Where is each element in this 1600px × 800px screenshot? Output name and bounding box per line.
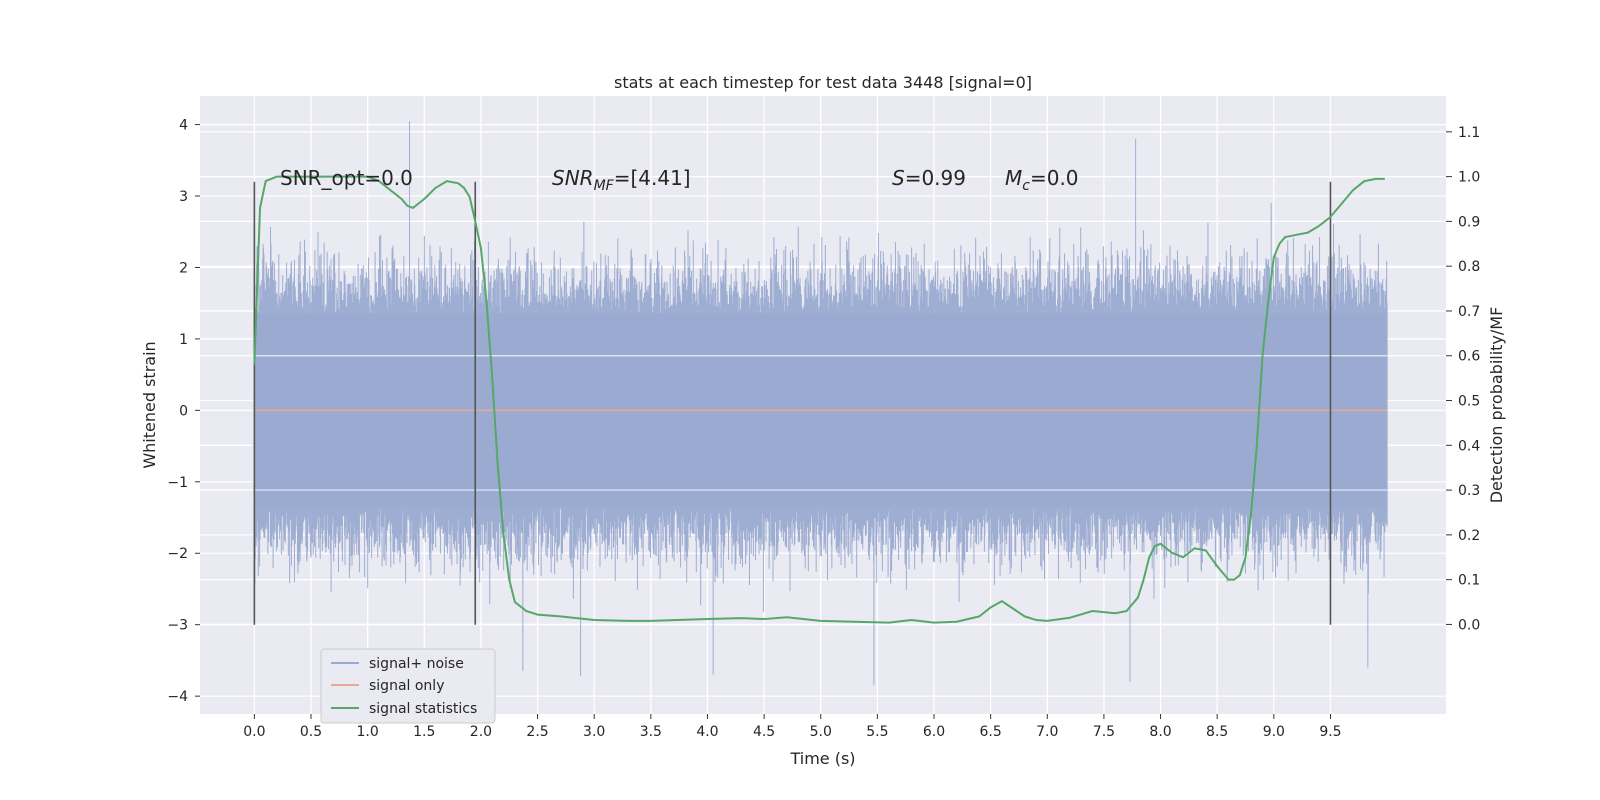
annotation-s-value: =0.99 bbox=[905, 166, 966, 190]
x-tick-label-17: 8.5 bbox=[1206, 724, 1228, 740]
legend-label-signal-statistics: signal statistics bbox=[369, 701, 477, 717]
legend: signal+ noise signal only signal statist… bbox=[320, 648, 496, 724]
annotation-s-symbol: S bbox=[892, 166, 905, 190]
annotation-mc: Mc=0.0 bbox=[1005, 166, 1079, 194]
annotation-snr-mf-base: SNR bbox=[552, 166, 594, 190]
annotation-mc-sub: c bbox=[1022, 178, 1030, 194]
y-right-tick-label-11: 1.1 bbox=[1458, 125, 1480, 141]
y-right-tick-label-10: 1.0 bbox=[1458, 170, 1480, 186]
x-tick-label-0: 0.0 bbox=[243, 724, 265, 740]
x-tick-label-1: 0.5 bbox=[300, 724, 322, 740]
x-tick-label-14: 7.0 bbox=[1036, 724, 1058, 740]
y-axis-label: Whitened strain bbox=[140, 341, 159, 468]
annotation-snr-opt: SNR_opt=0.0 bbox=[280, 166, 413, 190]
y-tick-label-0: −4 bbox=[167, 689, 188, 705]
legend-box bbox=[320, 648, 496, 724]
chart-title: stats at each timestep for test data 344… bbox=[614, 73, 1032, 92]
y-right-tick-label-8: 0.8 bbox=[1458, 259, 1480, 275]
y-tick-label-3: −1 bbox=[167, 475, 188, 491]
annotation-snr-mf: SNRMF=[4.41] bbox=[552, 166, 691, 194]
x-tick-label-6: 3.0 bbox=[583, 724, 605, 740]
x-tick-label-9: 4.5 bbox=[753, 724, 775, 740]
series-signal-statistics bbox=[253, 175, 1385, 624]
statistics-line bbox=[253, 175, 1385, 624]
x-tick-label-3: 1.5 bbox=[413, 724, 435, 740]
annotation-mc-value: =0.0 bbox=[1030, 166, 1079, 190]
y-tick-label-4: 0 bbox=[179, 403, 188, 419]
y-right-tick-label-6: 0.6 bbox=[1458, 349, 1480, 365]
y-right-tick-label-3: 0.3 bbox=[1458, 483, 1480, 499]
annotation-snr-mf-sub: MF bbox=[594, 178, 615, 194]
y-right-tick-label-4: 0.4 bbox=[1458, 438, 1480, 454]
y-tick-label-5: 1 bbox=[179, 332, 188, 348]
x-tick-label-11: 5.5 bbox=[866, 724, 888, 740]
y-right-tick-label-9: 0.9 bbox=[1458, 214, 1480, 230]
y-right-tick-label-2: 0.2 bbox=[1458, 528, 1480, 544]
x-tick-label-15: 7.5 bbox=[1093, 724, 1115, 740]
x-tick-label-13: 6.5 bbox=[980, 724, 1002, 740]
y-tick-label-1: −3 bbox=[167, 618, 188, 634]
legend-label-signal-only: signal only bbox=[369, 678, 444, 694]
y-right-tick-label-1: 0.1 bbox=[1458, 573, 1480, 589]
y-tick-label-8: 4 bbox=[179, 118, 188, 134]
y-tick-label-6: 2 bbox=[179, 260, 188, 276]
x-tick-label-12: 6.0 bbox=[923, 724, 945, 740]
annotation-mc-symbol: M bbox=[1005, 166, 1022, 190]
y-right-axis-label: Detection probability/MF bbox=[1487, 307, 1506, 504]
y-tick-label-7: 3 bbox=[179, 189, 188, 205]
legend-label-signal-noise: signal+ noise bbox=[369, 656, 464, 672]
annotation-snr-mf-value: =[4.41] bbox=[614, 166, 691, 190]
y-right-tick-label-7: 0.7 bbox=[1458, 304, 1480, 320]
x-tick-label-5: 2.5 bbox=[526, 724, 548, 740]
x-axis-ticks: 0.0 0.5 1.0 1.5 2.0 2.5 3.0 3.5 4.0 4.5 5.0 5.5 6.0 6… bbox=[243, 714, 1342, 740]
y-right-tick-label-0: 0.0 bbox=[1458, 617, 1480, 633]
vertical-markers bbox=[253, 181, 1332, 625]
x-tick-label-19: 9.5 bbox=[1319, 724, 1341, 740]
x-tick-label-18: 9.0 bbox=[1263, 724, 1285, 740]
y-axis-ticks: −4 −3 −2 −1 0 1 2 3 4 bbox=[167, 118, 200, 705]
annotation-s: S=0.99 bbox=[892, 166, 966, 190]
x-tick-label-16: 8.0 bbox=[1149, 724, 1171, 740]
x-tick-label-2: 1.0 bbox=[357, 724, 379, 740]
x-axis-label: Time (s) bbox=[789, 749, 855, 768]
x-tick-label-8: 4.0 bbox=[696, 724, 718, 740]
y-right-tick-label-5: 0.5 bbox=[1458, 394, 1480, 410]
y-right-axis-ticks: 0.0 0.1 0.2 0.3 0.4 0.5 0.6 0.7 0.8 0.9 1.0 1.1 bbox=[1446, 125, 1480, 633]
x-tick-label-7: 3.5 bbox=[640, 724, 662, 740]
y-tick-label-2: −2 bbox=[167, 546, 188, 562]
x-tick-label-10: 5.0 bbox=[810, 724, 832, 740]
x-tick-label-4: 2.0 bbox=[470, 724, 492, 740]
